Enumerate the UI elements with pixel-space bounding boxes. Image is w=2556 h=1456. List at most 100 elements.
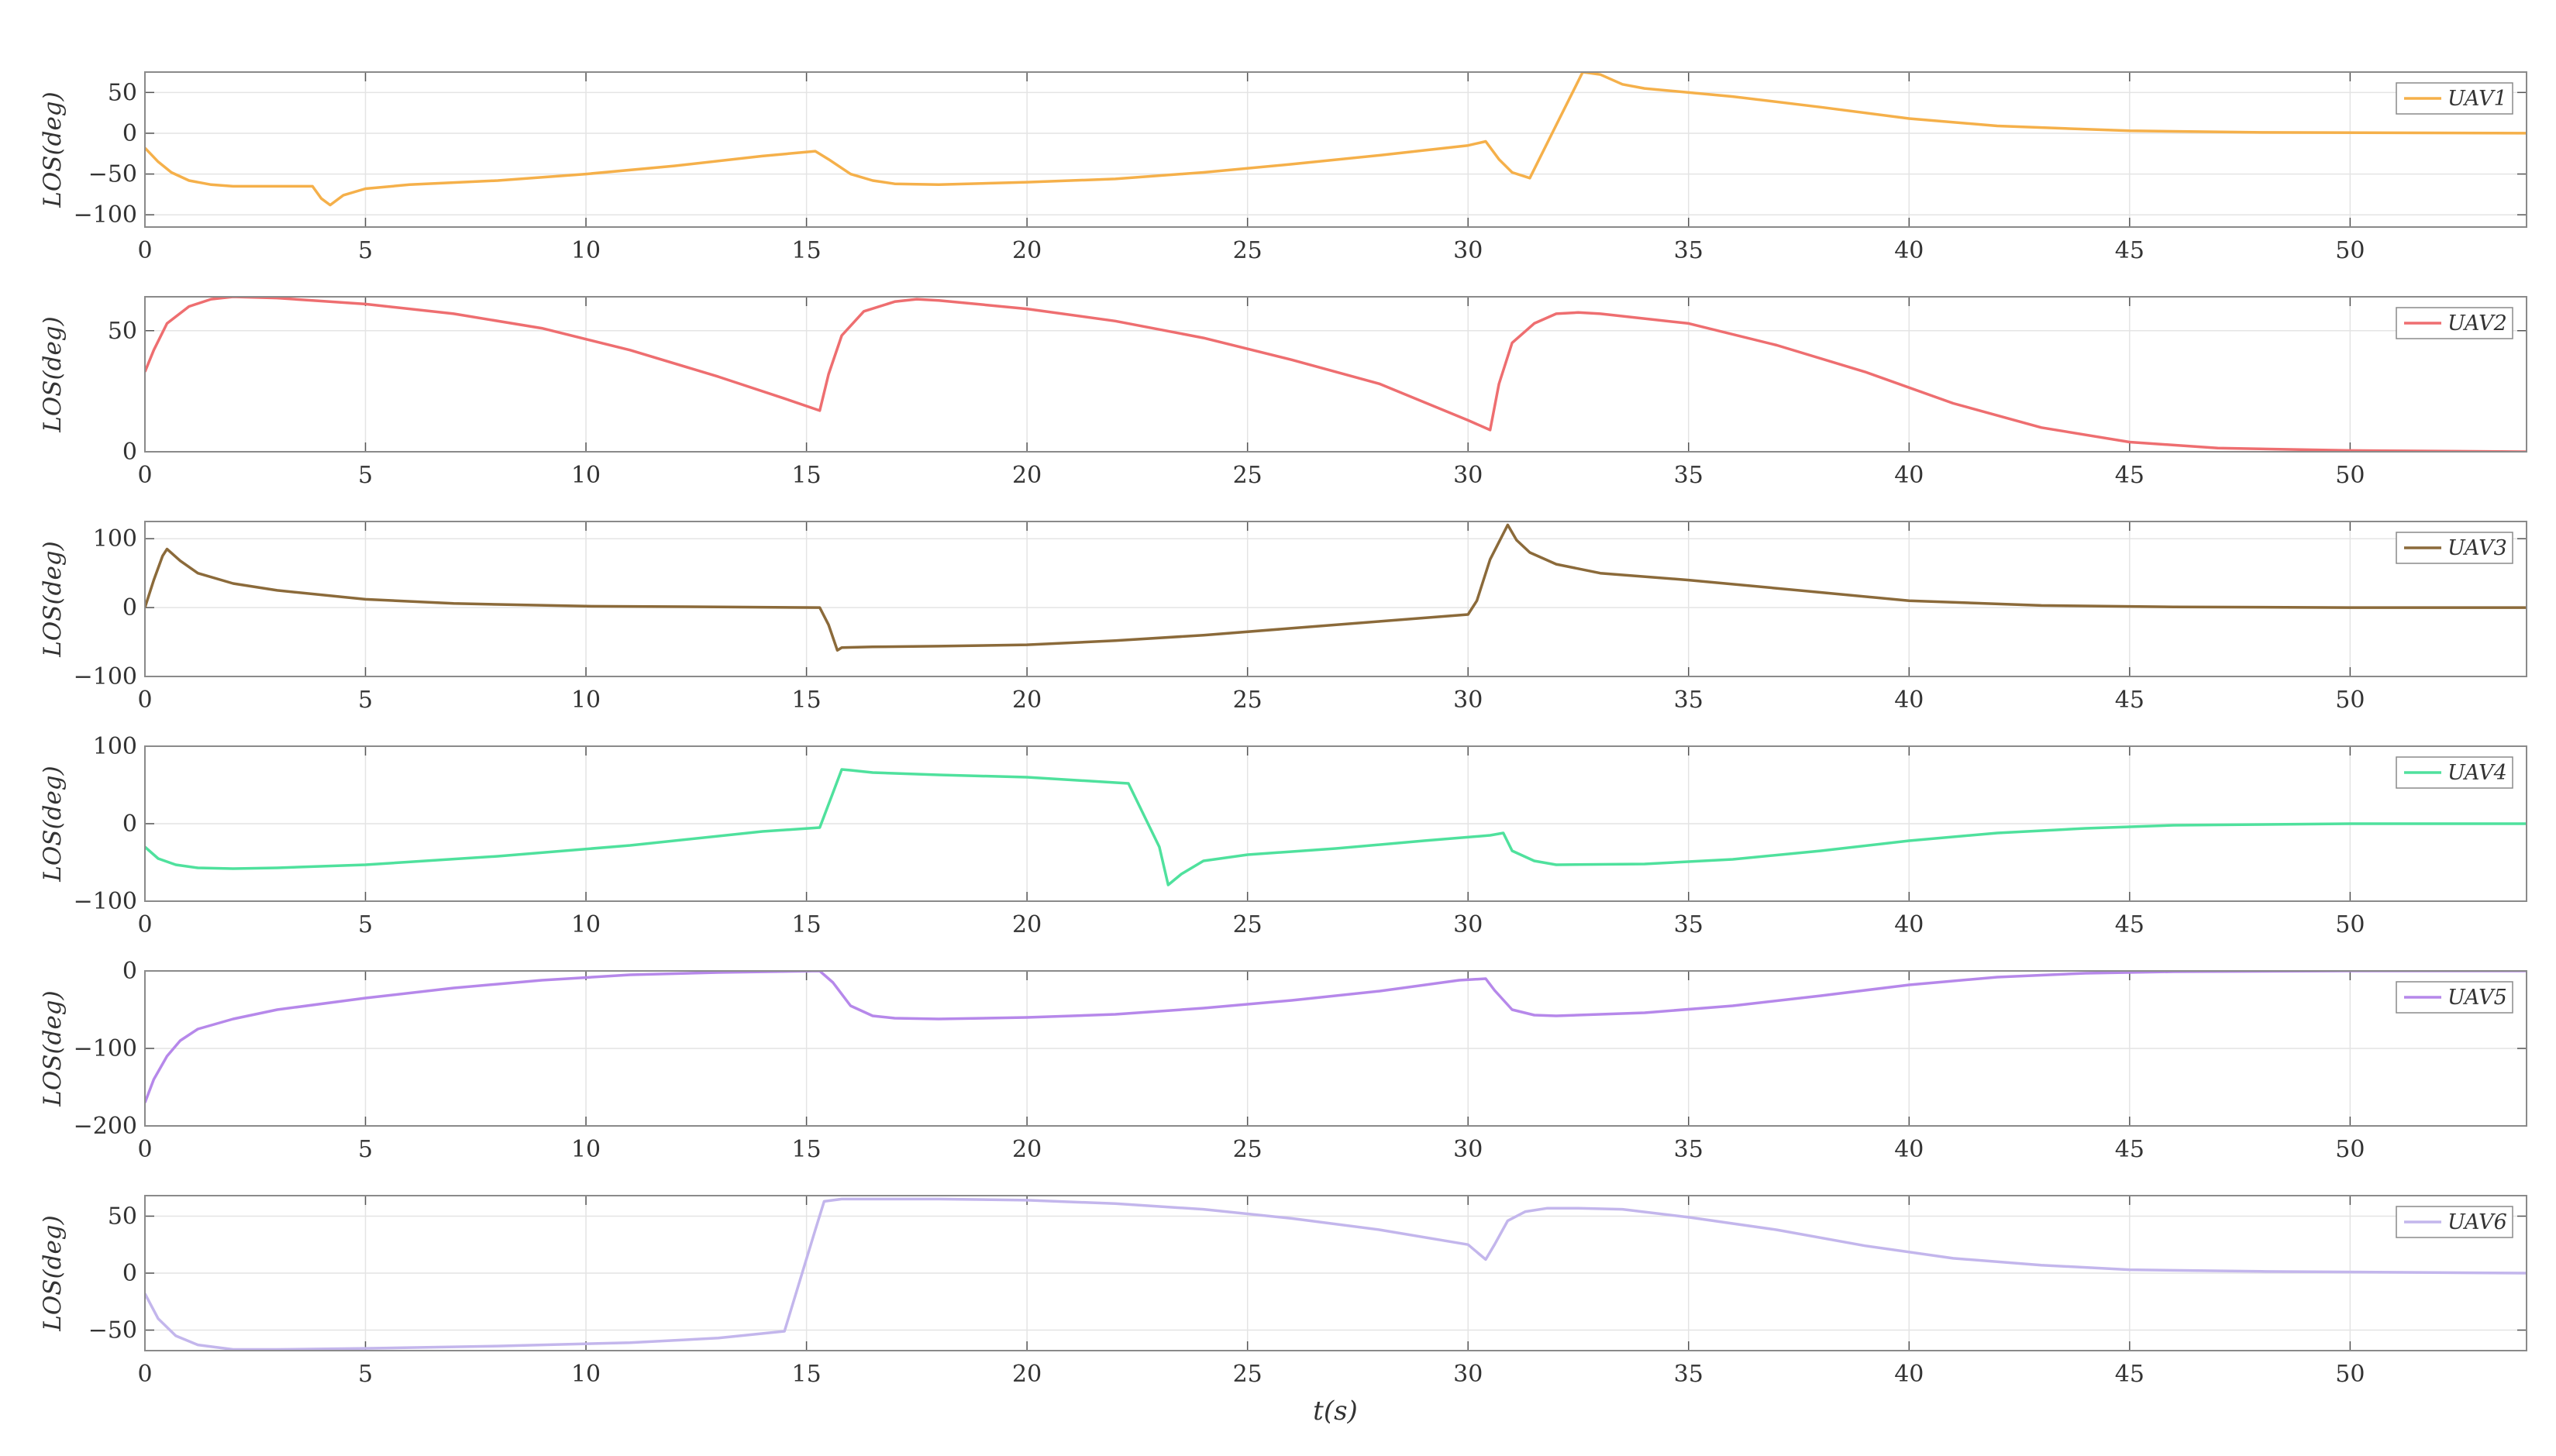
x-tick-label: 0	[137, 237, 152, 264]
legend-entry: UAV6	[2447, 1210, 2507, 1234]
subplot-5: 0 5 10 15 20 25 30 35 40 45 50 −200 −100 0 LOS(deg) UAV…	[39, 958, 2527, 1163]
x-tick-label: 25	[1233, 1361, 1262, 1388]
legend-entry: UAV1	[2447, 87, 2507, 111]
x-tick-label: 10	[571, 687, 601, 714]
x-tick-label: 50	[2335, 687, 2365, 714]
y-axis-label: LOS(deg)	[39, 990, 67, 1107]
x-tick-label: 20	[1012, 687, 1042, 714]
y-axis-label: LOS(deg)	[39, 766, 67, 882]
x-tick-label: 15	[792, 237, 822, 264]
axes-frame	[144, 296, 2527, 453]
y-tick-label: 0	[122, 958, 137, 985]
legend: UAV1	[2396, 82, 2513, 115]
y-tick-label: −50	[88, 1317, 137, 1344]
y-axis-label: LOS(deg)	[39, 541, 67, 657]
legend-entry: UAV5	[2447, 986, 2507, 1010]
x-tick-label: 35	[1674, 237, 1703, 264]
x-tick-label: 20	[1012, 1136, 1042, 1163]
x-tick-label: 0	[137, 462, 152, 489]
legend-entry: UAV3	[2447, 536, 2507, 560]
x-tick-label: 0	[137, 911, 152, 938]
x-tick-label: 30	[1453, 1136, 1483, 1163]
x-tick-label: 10	[571, 911, 601, 938]
y-tick-label: 50	[108, 318, 137, 345]
x-tick-label: 0	[137, 1361, 152, 1388]
legend: UAV6	[2396, 1206, 2513, 1238]
x-tick-label: 40	[1894, 1361, 1924, 1388]
x-tick-label: 15	[792, 911, 822, 938]
y-tick-label: −200	[74, 1113, 137, 1140]
y-tick-label: −100	[74, 1035, 137, 1062]
axes-frame	[144, 970, 2527, 1127]
x-tick-label: 10	[571, 1361, 601, 1388]
x-tick-label: 20	[1012, 911, 1042, 938]
series-line-uav5	[145, 971, 2527, 1103]
x-tick-label: 5	[358, 462, 373, 489]
x-tick-label: 25	[1233, 687, 1262, 714]
legend: UAV2	[2396, 307, 2513, 339]
x-tick-label: 45	[2115, 687, 2144, 714]
y-axis-label: LOS(deg)	[39, 1215, 67, 1331]
x-tick-label: 5	[358, 911, 373, 938]
y-tick-label: −100	[74, 201, 137, 229]
x-tick-label: 5	[358, 237, 373, 264]
y-tick-label: 0	[122, 594, 137, 621]
x-tick-label: 15	[792, 687, 822, 714]
x-tick-label: 15	[792, 1361, 822, 1388]
x-tick-label: 40	[1894, 237, 1924, 264]
y-tick-label: 100	[93, 525, 137, 552]
y-tick-label: −50	[88, 161, 137, 188]
x-tick-label: 30	[1453, 687, 1483, 714]
x-tick-label: 10	[571, 1136, 601, 1163]
legend-box	[2396, 532, 2513, 564]
y-tick-label: 50	[108, 79, 137, 106]
axes-frame	[144, 71, 2527, 228]
legend: UAV4	[2396, 756, 2513, 789]
x-tick-label: 40	[1894, 687, 1924, 714]
x-axis-label: t(s)	[1313, 1396, 1358, 1427]
y-tick-label: −100	[74, 663, 137, 690]
series-line-uav4	[145, 768, 2527, 886]
x-tick-label: 25	[1233, 911, 1262, 938]
x-tick-label: 10	[571, 237, 601, 264]
x-tick-label: 35	[1674, 462, 1703, 489]
legend-entry: UAV4	[2447, 761, 2507, 785]
x-tick-label: 50	[2335, 911, 2365, 938]
x-tick-label: 50	[2335, 1136, 2365, 1163]
y-tick-label: 0	[122, 1260, 137, 1287]
x-tick-label: 50	[2335, 462, 2365, 489]
x-tick-label: 45	[2115, 462, 2144, 489]
x-tick-label: 45	[2115, 911, 2144, 938]
x-tick-label: 45	[2115, 1136, 2144, 1163]
x-tick-label: 25	[1233, 462, 1262, 489]
x-tick-label: 30	[1453, 911, 1483, 938]
x-tick-label: 50	[2335, 1361, 2365, 1388]
subplot-1: 0 5 10 15 20 25 30 35 40 45 50 −100 −50 0 50 LOS(deg) UA…	[39, 71, 2527, 264]
plot-area	[145, 72, 2527, 227]
y-tick-label: −100	[74, 888, 137, 915]
x-tick-label: 5	[358, 687, 373, 714]
plot-area	[145, 297, 2527, 452]
x-tick-label: 30	[1453, 1361, 1483, 1388]
x-tick-label: 40	[1894, 462, 1924, 489]
y-tick-label: 0	[122, 439, 137, 466]
axes-frame	[144, 1195, 2527, 1351]
legend: UAV5	[2396, 981, 2513, 1014]
y-axis-label: LOS(deg)	[39, 91, 67, 208]
y-tick-label: 100	[93, 733, 137, 760]
x-tick-label: 20	[1012, 1361, 1042, 1388]
y-tick-label: 0	[122, 120, 137, 147]
x-tick-label: 20	[1012, 237, 1042, 264]
x-tick-label: 30	[1453, 462, 1483, 489]
axes-frame	[144, 745, 2527, 902]
x-tick-label: 15	[792, 1136, 822, 1163]
x-tick-label: 20	[1012, 462, 1042, 489]
legend-box	[2396, 981, 2513, 1014]
series-line-uav2	[145, 297, 2527, 452]
x-tick-label: 5	[358, 1136, 373, 1163]
series-line-uav6	[145, 1197, 2527, 1351]
